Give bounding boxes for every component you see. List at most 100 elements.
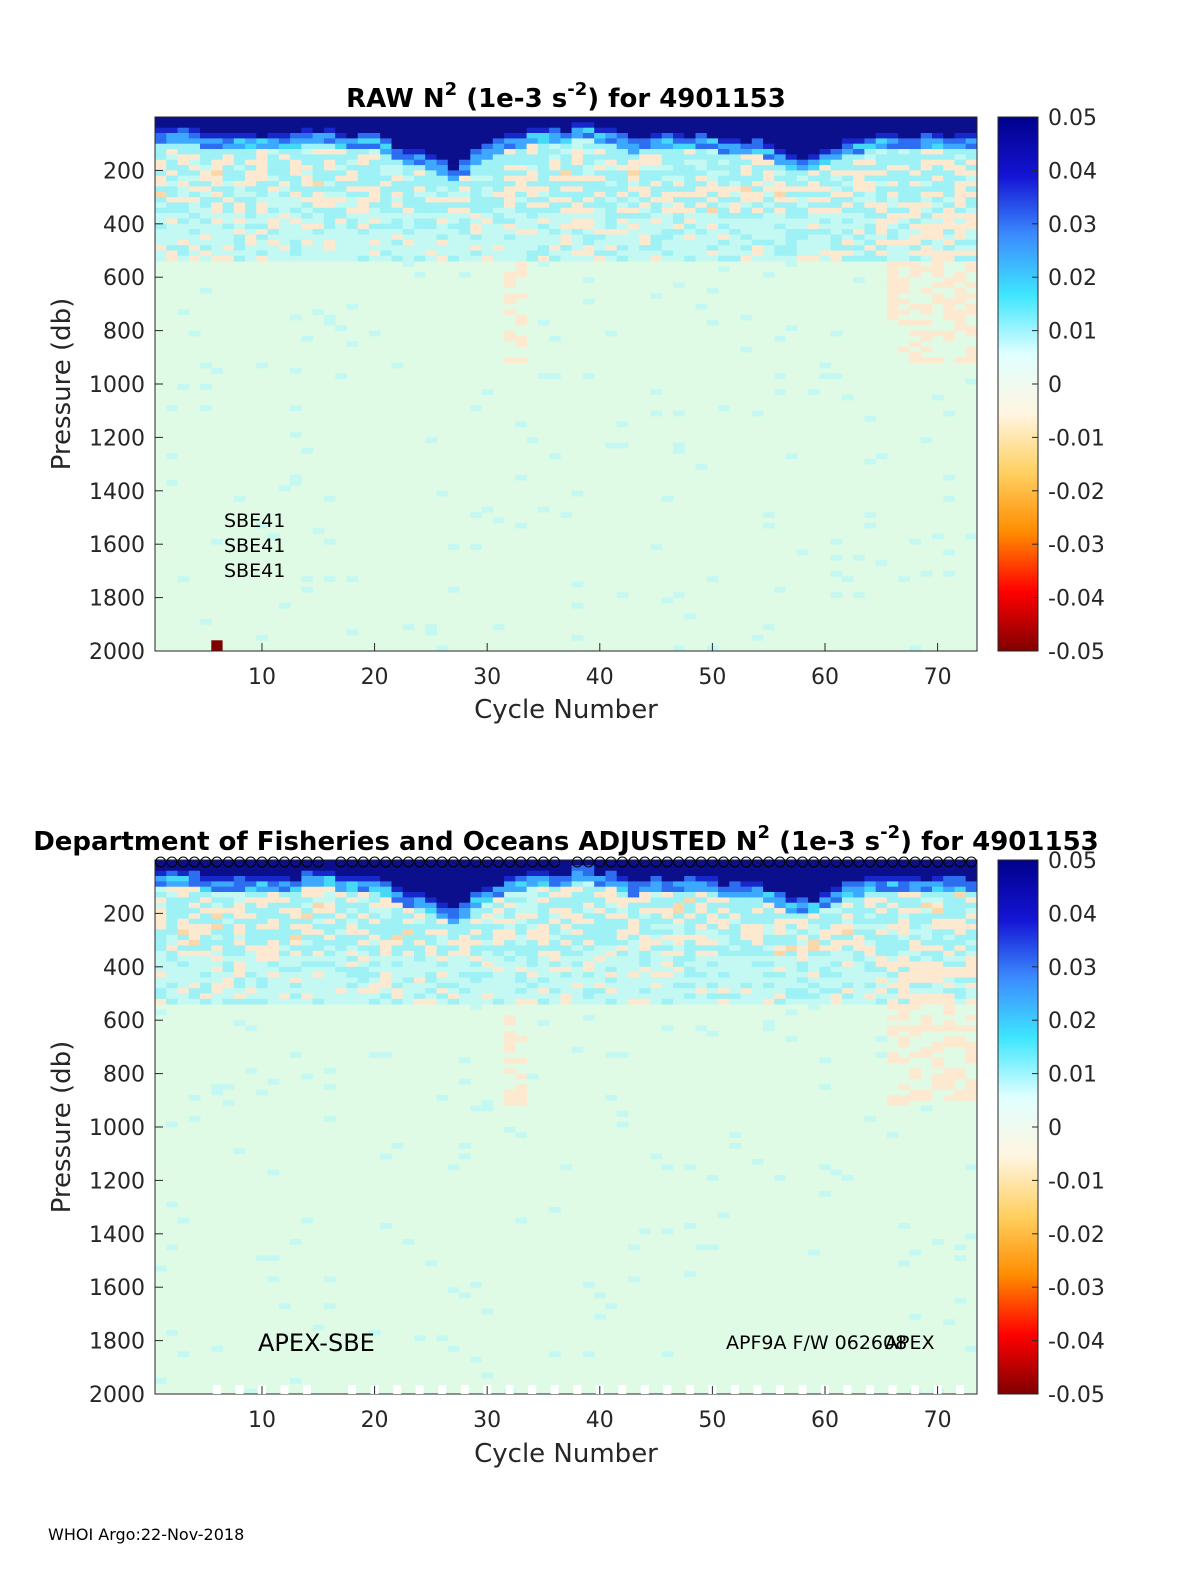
heatmap-cell: [808, 966, 820, 973]
heatmap-cell: [954, 913, 967, 920]
heatmap-cell: [594, 913, 606, 920]
heatmap-cell: [774, 902, 786, 909]
heatmap-cell: [515, 213, 527, 219]
heatmap-cell: [875, 159, 888, 166]
heatmap-cell: [492, 961, 505, 968]
heatmap-cell: [616, 175, 629, 182]
heatmap-cell: [549, 886, 561, 893]
heatmap-cell: [200, 170, 212, 177]
heatmap-cell: [515, 950, 527, 957]
heatmap-cell: [886, 1025, 899, 1032]
heatmap-cell: [920, 133, 933, 139]
heatmap-cell: [323, 998, 336, 1005]
heatmap-cell: [402, 998, 415, 1005]
heatmap-cell: [965, 165, 978, 171]
heatmap-cell: [639, 886, 651, 893]
heatmap-cell: [886, 1100, 899, 1106]
heatmap-cell: [549, 876, 561, 882]
heatmap-cell: [661, 133, 674, 139]
heatmap-cell: [368, 886, 381, 893]
heatmap-cell: [459, 191, 471, 198]
heatmap-cell: [718, 122, 730, 128]
heatmap-cell: [391, 892, 404, 898]
heatmap-cell: [796, 197, 809, 203]
heatmap-cell: [211, 175, 223, 182]
heatmap-cell: [245, 223, 257, 230]
heatmap-cell: [256, 902, 268, 909]
heatmap-cell: [763, 998, 775, 1005]
heatmap-cell: [211, 239, 223, 246]
heatmap-cell: [875, 165, 888, 171]
heatmap-cell: [920, 956, 933, 962]
heatmap-cell: [763, 977, 775, 984]
heatmap-cell: [898, 175, 910, 182]
heatmap-cell: [763, 127, 775, 134]
heatmap-cell: [200, 966, 212, 973]
heatmap-cell: [233, 972, 246, 978]
heatmap-cell: [155, 149, 167, 155]
heatmap-cell: [155, 133, 167, 139]
heatmap-cell: [233, 255, 246, 262]
heatmap-cell: [323, 945, 336, 952]
heatmap-cell: [673, 592, 685, 598]
heatmap-cell: [290, 886, 302, 893]
heatmap-cell: [211, 255, 223, 262]
heatmap-cell: [470, 175, 482, 182]
heatmap-cell: [256, 908, 268, 914]
adjusted-colorbar-ticks: 0.050.040.030.020.010-0.01-0.02-0.03-0.0…: [1032, 849, 1105, 1408]
heatmap-cell: [357, 143, 370, 150]
heatmap-cell: [898, 245, 910, 251]
heatmap-cell: [504, 293, 516, 299]
heatmap-cell: [909, 1073, 922, 1080]
heatmap-cell: [278, 149, 291, 155]
heatmap-cell: [459, 218, 471, 225]
heatmap-cell: [932, 293, 944, 299]
heatmap-cell: [582, 918, 595, 925]
heatmap-cell: [447, 993, 460, 1000]
heatmap-cell: [346, 207, 359, 214]
heatmap-cell: [819, 902, 832, 909]
x-tick-label: 50: [698, 1408, 726, 1433]
heatmap-cell: [954, 127, 967, 134]
heatmap-cell: [684, 940, 696, 946]
heatmap-cell: [763, 218, 775, 225]
heatmap-cell: [267, 998, 280, 1005]
surface-marker: [797, 856, 808, 868]
heatmap-cell: [661, 223, 674, 230]
heatmap-cell: [830, 165, 843, 171]
heatmap-cell: [278, 159, 291, 166]
heatmap-cell: [695, 207, 708, 214]
colorbar-tick-label: -0.04: [1048, 587, 1105, 612]
heatmap-cell: [560, 913, 573, 920]
heatmap-cell: [594, 1313, 606, 1320]
heatmap-cell: [492, 870, 505, 877]
heatmap-cell: [740, 865, 753, 871]
heatmap-cell: [830, 234, 843, 241]
heatmap-cell: [425, 629, 437, 636]
heatmap-cell: [886, 945, 899, 952]
heatmap-cell: [650, 143, 663, 150]
heatmap-cell: [594, 956, 606, 962]
heatmap-cell: [278, 860, 291, 866]
heatmap-cell: [695, 961, 708, 968]
heatmap-cell: [526, 213, 539, 219]
heatmap-cell: [886, 881, 899, 888]
heatmap-cell: [256, 133, 268, 139]
heatmap-cell: [537, 159, 550, 166]
heatmap-cell: [323, 159, 336, 166]
heatmap-cell: [751, 149, 764, 155]
heatmap-cell: [470, 239, 482, 246]
heatmap-cell: [673, 977, 685, 984]
heatmap-cell: [718, 902, 730, 909]
heatmap-cell: [346, 929, 359, 936]
heatmap-cell: [166, 892, 178, 898]
heatmap-cell: [785, 154, 798, 161]
heatmap-cell: [380, 961, 392, 968]
heatmap-cell: [639, 892, 651, 898]
heatmap-cell: [639, 165, 651, 171]
adjusted-model-label: APEX: [885, 1332, 934, 1354]
heatmap-cell: [278, 881, 291, 888]
heatmap-cell: [222, 138, 235, 145]
heatmap-cell: [425, 213, 437, 219]
heatmap-cell: [504, 1068, 516, 1074]
